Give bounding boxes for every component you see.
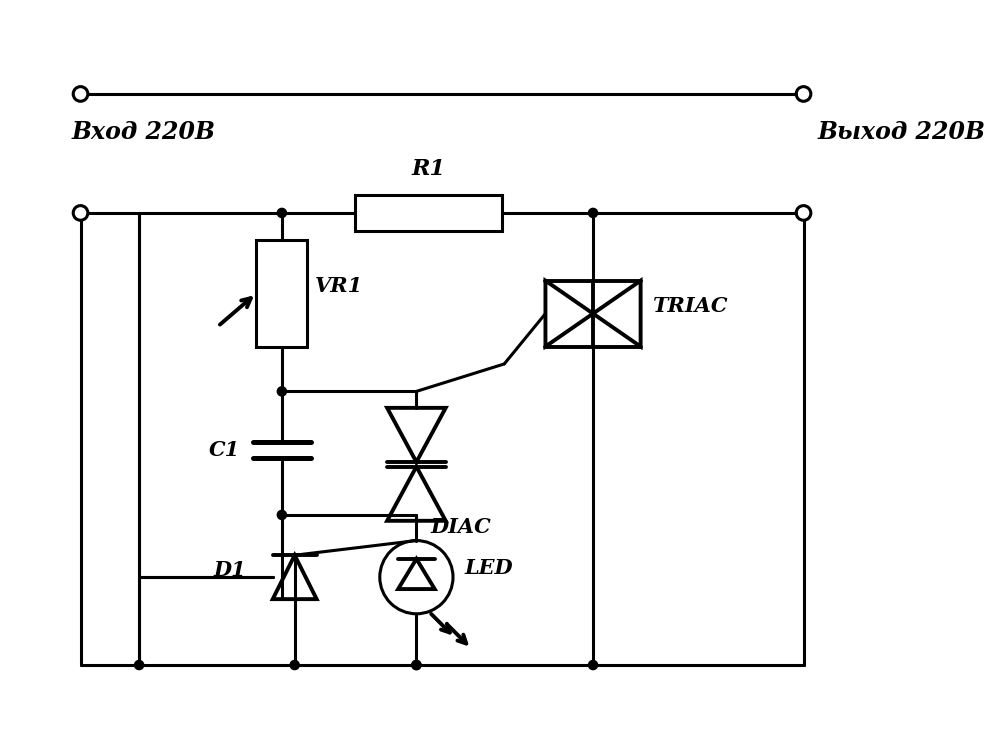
Bar: [355, 194, 502, 231]
Text: DIAC: DIAC: [430, 517, 491, 537]
Text: LED: LED: [464, 558, 513, 578]
Circle shape: [290, 660, 299, 669]
Text: D1: D1: [214, 560, 246, 580]
Circle shape: [277, 387, 286, 396]
Circle shape: [277, 510, 286, 520]
Text: Выход 220В: Выход 220В: [817, 120, 985, 144]
Circle shape: [589, 209, 598, 218]
Text: C1: C1: [209, 440, 240, 460]
Text: Вход 220В: Вход 220В: [72, 120, 216, 144]
Text: VR1: VR1: [314, 276, 363, 296]
Circle shape: [135, 660, 144, 669]
Circle shape: [412, 660, 421, 669]
Circle shape: [412, 660, 421, 669]
Bar: [256, 240, 307, 348]
Circle shape: [277, 209, 286, 218]
Text: TRIAC: TRIAC: [652, 296, 728, 316]
Circle shape: [589, 660, 598, 669]
Text: R1: R1: [411, 158, 445, 180]
